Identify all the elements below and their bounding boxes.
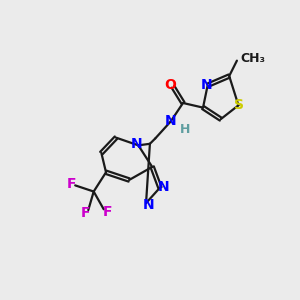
Text: CH₃: CH₃	[241, 52, 266, 65]
Text: N: N	[165, 115, 176, 128]
Text: F: F	[67, 177, 76, 191]
Text: F: F	[80, 206, 90, 220]
Text: S: S	[234, 98, 244, 112]
Text: F: F	[103, 205, 112, 219]
Text: H: H	[180, 123, 190, 136]
Text: N: N	[142, 198, 154, 212]
Text: N: N	[131, 137, 142, 151]
Text: N: N	[201, 77, 213, 92]
Text: O: O	[164, 78, 176, 92]
Text: N: N	[158, 180, 170, 194]
